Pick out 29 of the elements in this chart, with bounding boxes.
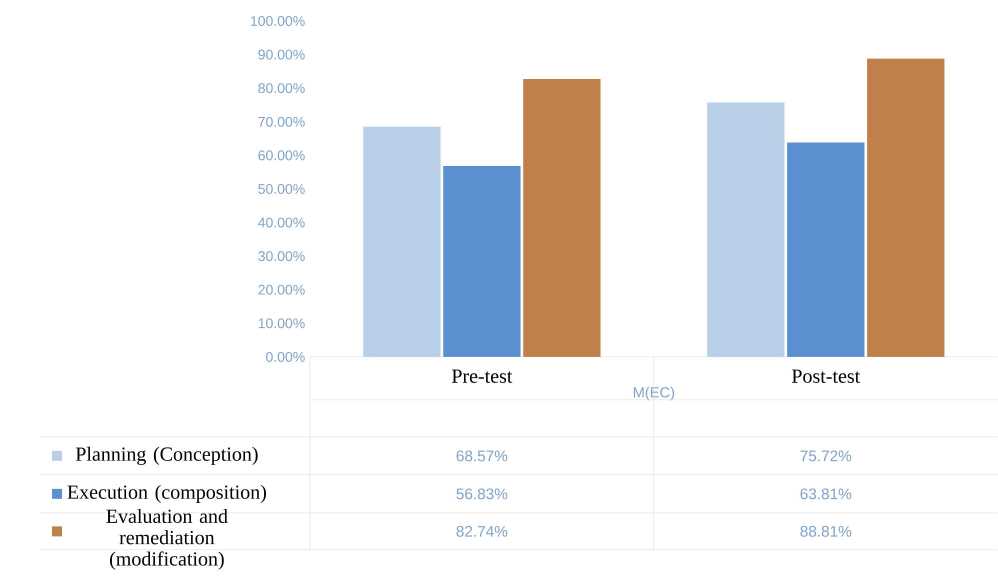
y-tick-label: 100.00%: [251, 16, 305, 26]
bar: [707, 102, 784, 357]
y-tick-label: 80.00%: [258, 83, 305, 94]
bar: [787, 142, 864, 357]
bar: [443, 166, 521, 357]
y-tick-label: 40.00%: [258, 218, 305, 228]
data-label: 63.81%: [800, 488, 852, 500]
y-tick-label: 10.00%: [258, 318, 305, 328]
x-tick-label: Pre-test: [452, 370, 512, 383]
data-label: 82.74%: [456, 526, 508, 537]
data-label: 56.83%: [456, 488, 508, 500]
bar: [363, 126, 441, 357]
bar: [867, 58, 944, 357]
legend-label: Planning (Conception): [76, 446, 258, 466]
legend-label: Evaluation and remediation (modification): [106, 509, 228, 570]
x-axis-title: M(EC): [634, 386, 674, 400]
y-tick-label: 60.00%: [258, 150, 305, 160]
y-tick-label: 90.00%: [258, 50, 305, 60]
y-tick-label: 70.00%: [258, 116, 305, 127]
y-tick-label: 50.00%: [258, 184, 305, 194]
y-tick-label: 0.00%: [266, 352, 305, 362]
data-label: 68.57%: [456, 450, 508, 462]
bar: [523, 79, 601, 357]
data-label: 88.81%: [800, 526, 852, 537]
data-label: 75.72%: [800, 450, 852, 462]
legend-label: Execution (composition): [68, 484, 266, 504]
y-tick-label: 20.00%: [258, 284, 305, 295]
y-tick-label: 30.00%: [258, 251, 305, 262]
x-tick-label: Post-test: [792, 370, 860, 383]
